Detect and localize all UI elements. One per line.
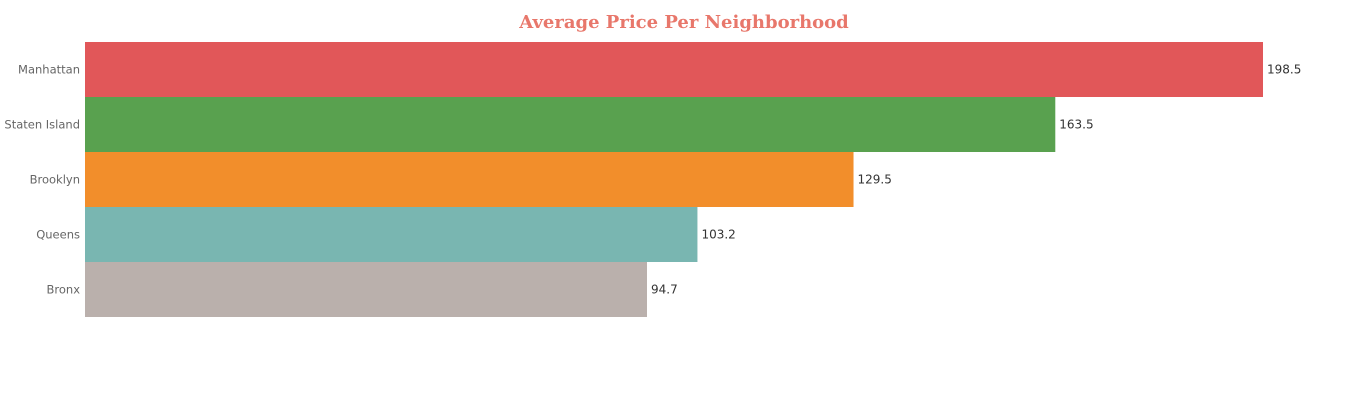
bar-bronx[interactable] [85,262,647,317]
bar-manhattan[interactable] [85,42,1263,97]
value-labels: 198.5 163.5 129.5 103.2 94.7 [651,63,1301,297]
value-label-manhattan: 198.5 [1267,63,1301,77]
chart-title: Average Price Per Neighborhood [518,12,849,33]
value-label-bronx: 94.7 [651,283,678,297]
value-label-queens: 103.2 [701,228,735,242]
category-labels: Manhattan Staten Island Brooklyn Queens Bron… [4,63,80,297]
value-label-brooklyn: 129.5 [858,173,892,187]
category-label-bronx: Bronx [47,283,81,297]
bars-group [85,42,1263,317]
category-label-manhattan: Manhattan [18,63,80,77]
category-label-brooklyn: Brooklyn [30,173,80,187]
bar-queens[interactable] [85,207,698,262]
bar-brooklyn[interactable] [85,152,854,207]
bar-staten-island[interactable] [85,97,1056,152]
category-label-staten-island: Staten Island [4,118,80,132]
value-label-staten-island: 163.5 [1059,118,1093,132]
category-label-queens: Queens [36,228,80,242]
